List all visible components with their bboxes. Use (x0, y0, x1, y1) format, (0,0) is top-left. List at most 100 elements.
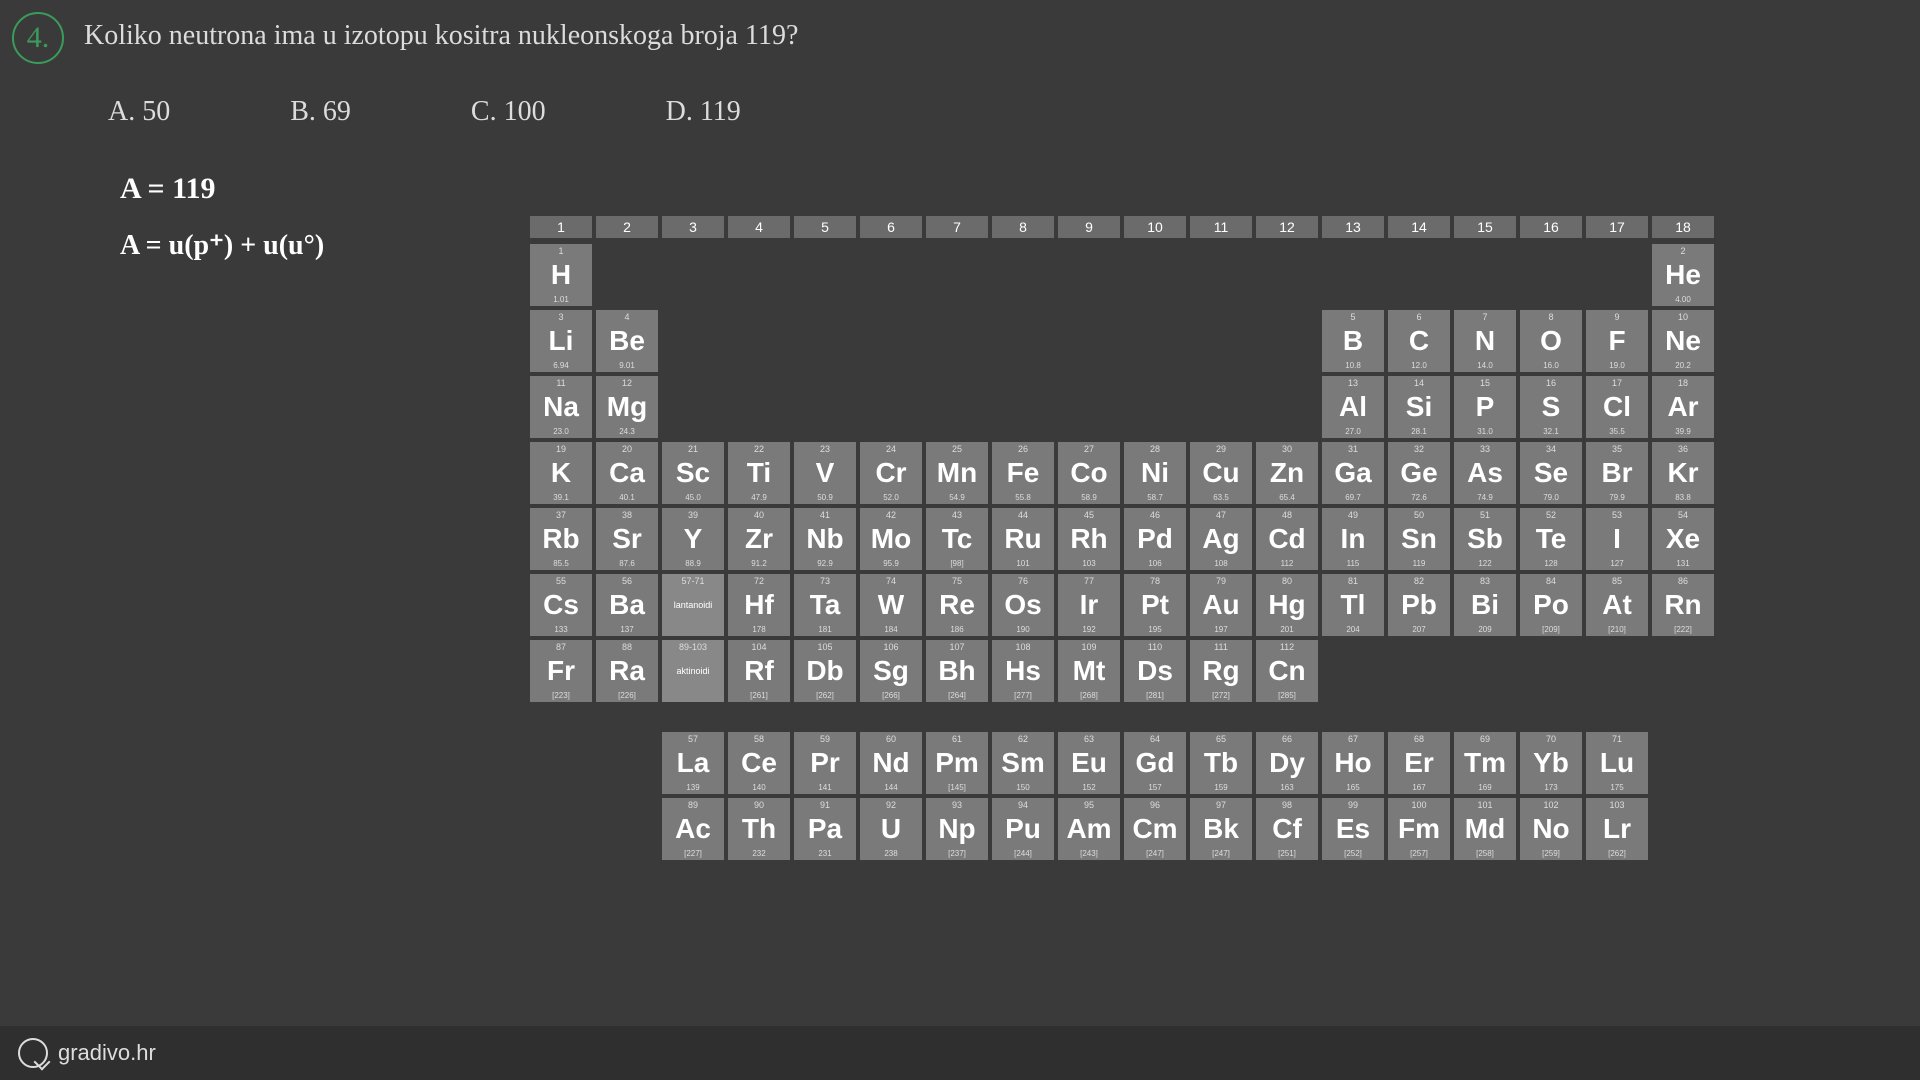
group-header-3: 3 (662, 216, 724, 238)
element-db: 105Db[262] (794, 640, 856, 702)
group-header-14: 14 (1388, 216, 1450, 238)
group-header-18: 18 (1652, 216, 1714, 238)
element-h: 1H1.01 (530, 244, 592, 306)
element-hf: 72Hf178 (728, 574, 790, 636)
element-li: 3Li6.94 (530, 310, 592, 372)
element-pt: 78Pt195 (1124, 574, 1186, 636)
element-hs: 108Hs[277] (992, 640, 1054, 702)
element-aktinoidi: 89-103aktinoidi (662, 640, 724, 702)
element-br: 35Br79.9 (1586, 442, 1648, 504)
element-f: 9F19.0 (1586, 310, 1648, 372)
element-md: 101Md[258] (1454, 798, 1516, 860)
element-be: 4Be9.01 (596, 310, 658, 372)
element-mg: 12Mg24.3 (596, 376, 658, 438)
element-cn: 112Cn[285] (1256, 640, 1318, 702)
element-ge: 32Ge72.6 (1388, 442, 1450, 504)
period-row: 19K39.120Ca40.121Sc45.022Ti47.923V50.924… (530, 442, 1714, 504)
question-text: Koliko neutrona ima u izotopu kositra nu… (84, 20, 798, 52)
element-c: 6C12.0 (1388, 310, 1450, 372)
element-sg: 106Sg[266] (860, 640, 922, 702)
brand-text: gradivo.hr (58, 1040, 156, 1066)
element-eu: 63Eu152 (1058, 732, 1120, 794)
group-header-17: 17 (1586, 216, 1648, 238)
group-header-16: 16 (1520, 216, 1582, 238)
group-header-15: 15 (1454, 216, 1516, 238)
answer-b: B. 69 (290, 96, 351, 128)
period-row: 37Rb85.538Sr87.639Y88.940Zr91.241Nb92.94… (530, 508, 1714, 570)
element-as: 33As74.9 (1454, 442, 1516, 504)
element-ba: 56Ba137 (596, 574, 658, 636)
element-u: 92U238 (860, 798, 922, 860)
element-ho: 67Ho165 (1322, 732, 1384, 794)
element-np: 93Np[237] (926, 798, 988, 860)
element-ne: 10Ne20.2 (1652, 310, 1714, 372)
answer-a: A. 50 (108, 96, 170, 128)
element-er: 68Er167 (1388, 732, 1450, 794)
element-pu: 94Pu[244] (992, 798, 1054, 860)
period-row: 1H1.012He4.00 (530, 244, 1714, 306)
element-pr: 59Pr141 (794, 732, 856, 794)
element-v: 23V50.9 (794, 442, 856, 504)
element-rf: 104Rf[261] (728, 640, 790, 702)
element-sm: 62Sm150 (992, 732, 1054, 794)
element-cs: 55Cs133 (530, 574, 592, 636)
period-row: 11Na23.012Mg24.313Al27.014Si28.115P31.01… (530, 376, 1714, 438)
handwriting-line-1: A = 119 (120, 172, 215, 206)
element-s: 16S32.1 (1520, 376, 1582, 438)
element-zr: 40Zr91.2 (728, 508, 790, 570)
element-rn: 86Rn[222] (1652, 574, 1714, 636)
group-header-10: 10 (1124, 216, 1186, 238)
element-pb: 82Pb207 (1388, 574, 1450, 636)
element-os: 76Os190 (992, 574, 1054, 636)
element-gd: 64Gd157 (1124, 732, 1186, 794)
group-header-12: 12 (1256, 216, 1318, 238)
element-po: 84Po[209] (1520, 574, 1582, 636)
element-au: 79Au197 (1190, 574, 1252, 636)
element-ds: 110Ds[281] (1124, 640, 1186, 702)
period-row: 3Li6.944Be9.015B10.86C12.07N14.08O16.09F… (530, 310, 1714, 372)
element-ag: 47Ag108 (1190, 508, 1252, 570)
period-row: 55Cs13356Ba13757-71lantanoidi72Hf17873Ta… (530, 574, 1714, 636)
element-ga: 31Ga69.7 (1322, 442, 1384, 504)
group-header-row: 123456789101112131415161718 (530, 216, 1714, 238)
element-xe: 54Xe131 (1652, 508, 1714, 570)
element-lr: 103Lr[262] (1586, 798, 1648, 860)
group-header-13: 13 (1322, 216, 1384, 238)
element-pm: 61Pm[145] (926, 732, 988, 794)
element-ti: 22Ti47.9 (728, 442, 790, 504)
brand-logo-icon (18, 1038, 48, 1068)
element-cu: 29Cu63.5 (1190, 442, 1252, 504)
element-lu: 71Lu175 (1586, 732, 1648, 794)
element-ru: 44Ru101 (992, 508, 1054, 570)
element-te: 52Te128 (1520, 508, 1582, 570)
element-p: 15P31.0 (1454, 376, 1516, 438)
element-sc: 21Sc45.0 (662, 442, 724, 504)
element-cr: 24Cr52.0 (860, 442, 922, 504)
element-es: 99Es[252] (1322, 798, 1384, 860)
element-ni: 28Ni58.7 (1124, 442, 1186, 504)
handwriting-line-2: A = u(p⁺) + u(u°) (120, 228, 324, 262)
group-header-11: 11 (1190, 216, 1252, 238)
element-ra: 88Ra[226] (596, 640, 658, 702)
element-co: 27Co58.9 (1058, 442, 1120, 504)
element-pa: 91Pa231 (794, 798, 856, 860)
element-fr: 87Fr[223] (530, 640, 592, 702)
element-ar: 18Ar39.9 (1652, 376, 1714, 438)
element-th: 90Th232 (728, 798, 790, 860)
question-number: 4. (27, 21, 50, 55)
element-si: 14Si28.1 (1388, 376, 1450, 438)
element-mt: 109Mt[268] (1058, 640, 1120, 702)
fblock-row: 57La13958Ce14059Pr14160Nd14461Pm[145]62S… (662, 732, 1714, 794)
element-b: 5B10.8 (1322, 310, 1384, 372)
element-dy: 66Dy163 (1256, 732, 1318, 794)
element-fe: 26Fe55.8 (992, 442, 1054, 504)
element-zn: 30Zn65.4 (1256, 442, 1318, 504)
element-re: 75Re186 (926, 574, 988, 636)
element-pd: 46Pd106 (1124, 508, 1186, 570)
element-tc: 43Tc[98] (926, 508, 988, 570)
element-ac: 89Ac[227] (662, 798, 724, 860)
element-n: 7N14.0 (1454, 310, 1516, 372)
element-w: 74W184 (860, 574, 922, 636)
element-sb: 51Sb122 (1454, 508, 1516, 570)
group-header-2: 2 (596, 216, 658, 238)
